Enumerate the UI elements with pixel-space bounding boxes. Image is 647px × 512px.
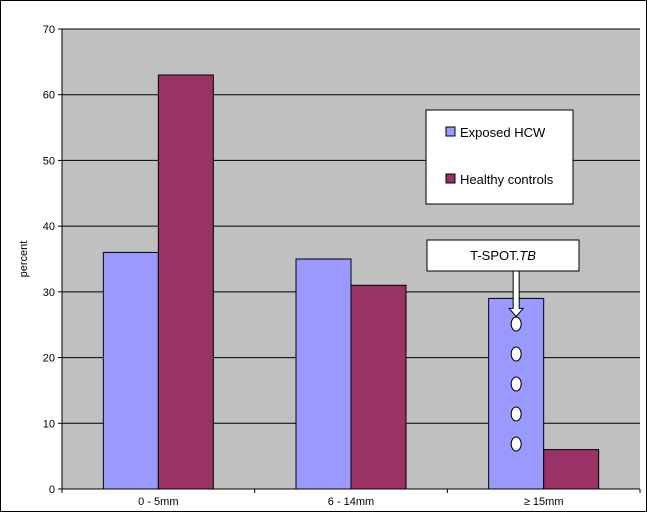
bar-exposed-hcw-1 bbox=[295, 258, 352, 490]
bar-healthy-controls-2 bbox=[543, 449, 600, 490]
legend-label-exposed-hcw: Exposed HCW bbox=[460, 125, 546, 140]
y-tick-label-50: 50 bbox=[43, 155, 55, 167]
annotation-dot-2 bbox=[510, 376, 522, 392]
annotation-dot-1 bbox=[510, 346, 522, 362]
x-tick-label-2: ≥ 15mm bbox=[524, 496, 564, 508]
annotation-callout: T-SPOT.TB bbox=[426, 239, 580, 452]
x-tick-labels: 0 - 5mm 6 - 14mm ≥ 15mm bbox=[138, 496, 563, 508]
axes bbox=[58, 28, 641, 493]
annotation-text-main: T-SPOT. bbox=[470, 248, 519, 263]
x-tick-label-0: 0 - 5mm bbox=[138, 496, 178, 508]
y-axis-label: percent bbox=[18, 241, 30, 278]
bar-healthy-controls-0 bbox=[157, 74, 214, 490]
legend-swatch-healthy-controls bbox=[445, 173, 456, 184]
annotation-text: T-SPOT.TB bbox=[470, 248, 536, 263]
y-tick-label-70: 70 bbox=[43, 24, 55, 36]
y-tick-label-20: 20 bbox=[43, 353, 55, 365]
legend-box bbox=[425, 109, 574, 205]
y-tick-label-60: 60 bbox=[43, 90, 55, 102]
annotation-arrow bbox=[508, 270, 525, 318]
y-tick-label-40: 40 bbox=[43, 221, 55, 233]
annotation-box bbox=[426, 239, 580, 272]
y-tick-label-10: 10 bbox=[43, 418, 55, 430]
y-tick-label-30: 30 bbox=[43, 287, 55, 299]
bar-healthy-controls-1 bbox=[350, 284, 407, 490]
legend-label-healthy-controls: Healthy controls bbox=[460, 172, 554, 187]
annotation-dot-0 bbox=[510, 316, 522, 332]
annotation-dots bbox=[510, 316, 522, 452]
legend-swatch-exposed-hcw bbox=[445, 126, 456, 137]
y-tick-labels: 0 10 20 30 40 50 60 70 bbox=[43, 24, 55, 496]
annotation-dot-4 bbox=[510, 436, 522, 452]
annotation-text-italic: TB bbox=[519, 248, 536, 263]
annotation-dot-3 bbox=[510, 406, 522, 422]
bar-exposed-hcw-0 bbox=[102, 251, 159, 490]
x-tick-label-1: 6 - 14mm bbox=[328, 496, 374, 508]
legend: Exposed HCW Healthy controls bbox=[425, 109, 574, 205]
y-tick-label-0: 0 bbox=[49, 484, 55, 496]
